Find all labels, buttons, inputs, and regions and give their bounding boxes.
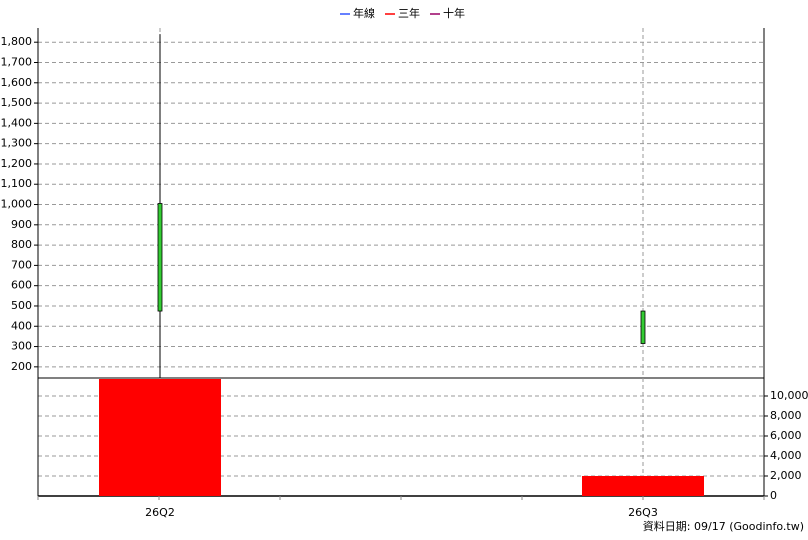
y-tick-label: 300 [11,340,32,353]
legend-label: 十年 [443,6,465,20]
x-tick-label: 26Q3 [628,506,658,519]
data-date-note: 資料日期: 09/17 (Goodinfo.tw) [643,519,804,533]
y-tick-label: 1,100 [1,177,33,190]
y-tick-label: 200 [11,360,32,373]
y-tick-label: 500 [11,299,32,312]
y-tick-label: 1,000 [1,198,33,211]
legend-label: 年線 [353,6,375,20]
y2-tick-label: 6,000 [770,429,802,442]
candle-body [640,310,646,344]
y2-tick-label: 2,000 [770,469,802,482]
y-tick-label: 1,200 [1,157,33,170]
y-tick-label: 1,500 [1,96,33,109]
y2-tick-label: 4,000 [770,449,802,462]
y-tick-label: 1,600 [1,76,33,89]
y-tick-label: 600 [11,279,32,292]
y-tick-label: 700 [11,258,32,271]
y-tick-label: 1,700 [1,55,33,68]
y2-tick-label: 0 [770,489,777,502]
x-tick-label: 26Q2 [145,506,175,519]
y-tick-label: 800 [11,238,32,251]
y2-tick-label: 10,000 [770,389,808,402]
y2-tick-label: 8,000 [770,409,802,422]
y-tick-label: 1,400 [1,116,33,129]
y-tick-label: 1,300 [1,137,33,150]
legend-label: 三年 [398,6,420,20]
y-tick-label: 900 [11,218,32,231]
volume-bar [582,476,704,496]
y-tick-label: 1,800 [1,35,33,48]
candle-body [157,203,163,312]
y-tick-label: 400 [11,319,32,332]
volume-bar [99,379,221,496]
